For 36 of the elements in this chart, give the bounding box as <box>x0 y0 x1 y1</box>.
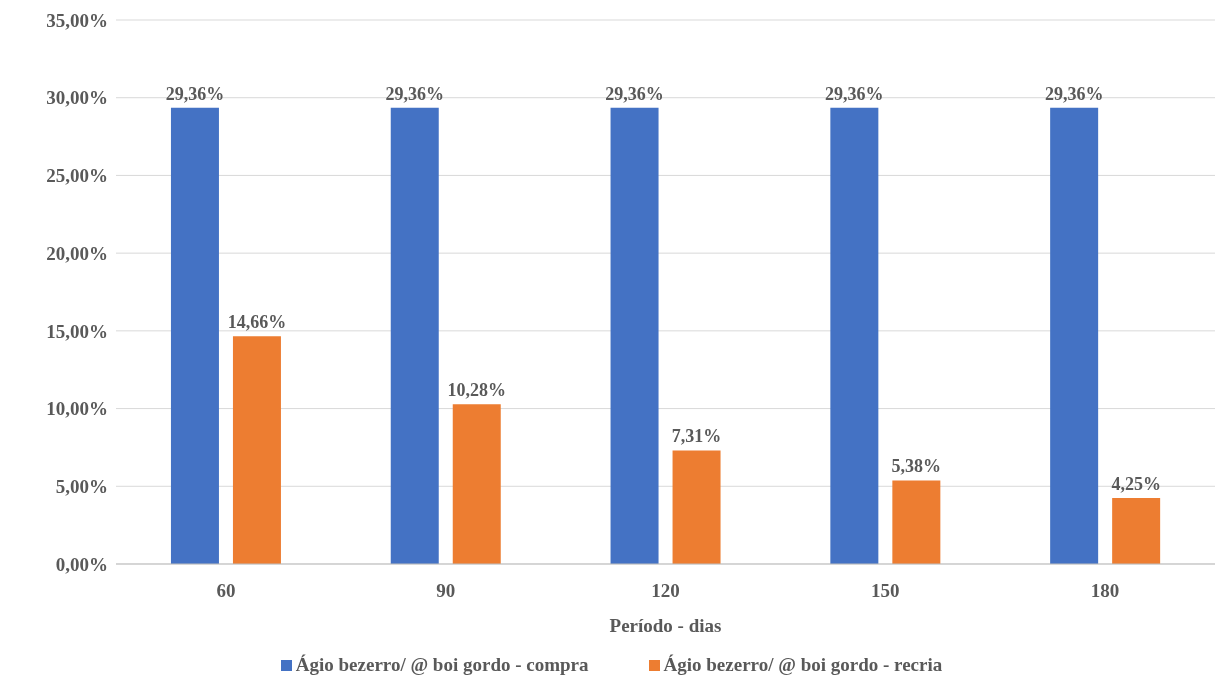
y-tick-label: 30,00% <box>46 87 108 109</box>
legend-label: Ágio bezerro/ @ boi gordo - compra <box>295 654 589 676</box>
y-tick-label: 35,00% <box>46 9 108 31</box>
y-tick-label: 20,00% <box>46 242 108 264</box>
data-label: 29,36% <box>605 83 664 104</box>
bar <box>452 404 501 564</box>
bar <box>672 450 721 564</box>
x-tick-label: 90 <box>436 580 456 602</box>
x-axis-title: Período - dias <box>609 615 722 636</box>
data-label: 7,31% <box>671 426 722 447</box>
bar <box>610 107 659 564</box>
y-tick-label: 5,00% <box>55 476 108 498</box>
y-tick-label: 0,00% <box>55 553 108 575</box>
x-tick-label: 150 <box>871 580 900 602</box>
x-tick-label: 180 <box>1090 580 1120 602</box>
data-label: 29,36% <box>825 83 884 104</box>
bar <box>830 107 879 564</box>
bar <box>892 480 941 564</box>
data-label: 29,36% <box>385 83 444 104</box>
y-tick-label: 10,00% <box>46 398 108 420</box>
x-tick-label: 120 <box>651 580 680 602</box>
bar <box>390 107 439 564</box>
y-tick-label: 25,00% <box>46 165 108 187</box>
data-label: 4,25% <box>1111 473 1161 494</box>
y-tick-label: 15,00% <box>46 320 108 342</box>
bar <box>170 107 219 564</box>
x-tick-label: 60 <box>216 580 236 602</box>
data-label: 29,36% <box>165 83 225 104</box>
data-label: 29,36% <box>1044 83 1104 104</box>
data-label: 14,66% <box>227 312 287 333</box>
bar <box>1050 107 1099 564</box>
bar <box>232 336 281 564</box>
legend-label: Ágio bezerro/ @ boi gordo - recria <box>663 654 943 676</box>
data-label: 5,38% <box>891 456 942 477</box>
bar <box>1112 497 1161 564</box>
data-label: 10,28% <box>447 380 506 401</box>
